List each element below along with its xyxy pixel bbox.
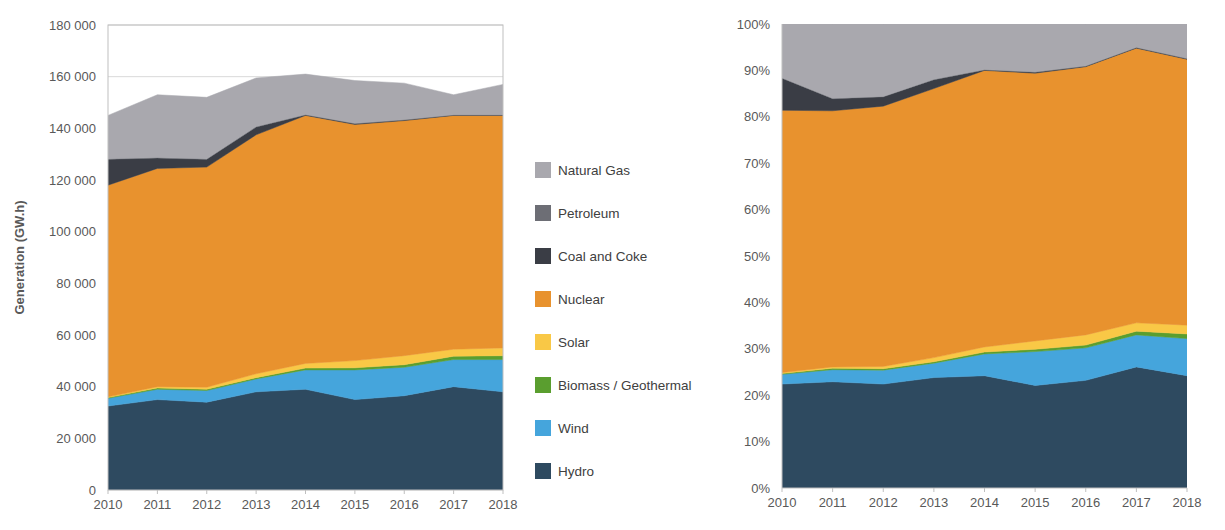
x-tick-label: 2013 [242,497,271,512]
x-tick-label: 2012 [192,497,221,512]
y-tick-label: 80% [744,109,770,124]
x-tick-label: 2011 [143,497,171,512]
legend-swatch [535,420,551,436]
area [108,74,503,159]
legend-label: Hydro [558,464,594,479]
areas [782,24,1187,488]
legend-swatch [535,463,551,479]
legend-label: Nuclear [558,292,605,307]
x-tick [1085,488,1086,492]
x-tick-label: 2017 [1122,495,1151,510]
area [782,24,1187,98]
y-tick-label: 60% [744,202,770,217]
x-tick [404,490,405,494]
legend-label: Natural Gas [558,163,630,178]
x-tick [305,490,306,494]
x-tick-label: 2012 [869,495,898,510]
x-tick [453,490,454,494]
x-tick-label: 2011 [819,495,847,510]
x-tick-label: 2014 [970,495,999,510]
x-tick [157,490,158,494]
x-tick [503,490,504,494]
x-tick [933,488,934,492]
x-tick [984,488,985,492]
y-tick-label: 80 000 [56,276,96,291]
x-tick [256,490,257,494]
chart-1: 0% 10% 20% 30% 40% 50% 60% 70% 80% 90% 100% 2010 201… [737,17,1202,511]
y-tick-label: 40% [744,295,770,310]
legend-label: Petroleum [558,206,620,221]
x-tick-label: 2014 [291,497,320,512]
legend-label: Biomass / Geothermal [558,378,692,393]
y-tick-label: 20 000 [56,431,96,446]
x-tick-label: 2015 [340,497,369,512]
legend-swatch [535,377,551,393]
legend-swatch [535,205,551,221]
y-tick-label: 70% [744,156,770,171]
y-tick-label: 160 000 [49,69,96,84]
legend-swatch [535,291,551,307]
x-tick-label: 2016 [390,497,419,512]
area [108,387,503,490]
legend-swatch [535,162,551,178]
legend-label: Coal and Coke [558,249,647,264]
x-tick-label: 2016 [1071,495,1100,510]
area [782,367,1187,488]
figure: 0 20 000 40 000 60 000 80 000 100 000 120 000 1… [0,0,1225,530]
x-tick-label: 2018 [489,497,518,512]
y-tick-label: 50% [744,249,770,264]
y-tick-label: 100 000 [49,224,96,239]
y-tick-label: 0% [751,481,770,496]
x-tick [883,488,884,492]
y-tick-label: 60 000 [56,328,96,343]
y-tick-label: 10% [744,434,770,449]
y-tick-label: 90% [744,63,770,78]
y-tick-label: 40 000 [56,379,96,394]
y-tick-label: 20% [744,388,770,403]
legend: Natural Gas Petroleum Coal and Coke Nuclear… [535,162,692,479]
legend-swatch [535,334,551,350]
legend-label: Solar [558,335,590,350]
x-tick-label: 2015 [1021,495,1050,510]
y-tick-label: 120 000 [49,173,96,188]
y-axis-label: Generation (GW.h) [12,200,27,314]
y-tick-label: 0 [89,483,96,498]
x-tick [1035,488,1036,492]
x-tick-label: 2010 [94,497,123,512]
x-tick-label: 2010 [768,495,797,510]
y-tick-label: 30% [744,341,770,356]
x-tick [206,490,207,494]
x-tick [1187,488,1188,492]
x-tick-label: 2013 [919,495,948,510]
x-tick [782,488,783,492]
x-tick [832,488,833,492]
x-tick-label: 2018 [1173,495,1202,510]
areas [108,74,503,490]
legend-label: Wind [558,421,589,436]
x-tick [108,490,109,494]
plot-frame [108,25,503,490]
legend-swatch [535,248,551,264]
y-axis [782,24,783,488]
x-tick-label: 2017 [439,497,468,512]
chart-0: 0 20 000 40 000 60 000 80 000 100 000 120 000 1… [12,18,517,513]
y-tick-label: 140 000 [49,121,96,136]
y-tick-label: 180 000 [49,18,96,33]
x-tick [354,490,355,494]
y-tick-label: 100% [737,17,771,32]
x-tick [1136,488,1137,492]
